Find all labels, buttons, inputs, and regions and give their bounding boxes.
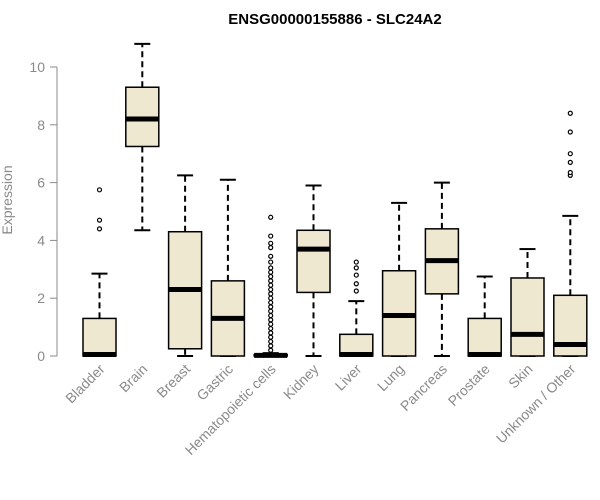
x-tick-label: Liver <box>332 361 365 394</box>
outlier-point <box>268 245 274 251</box>
box-group-brain <box>125 42 160 232</box>
y-axis: 0 2 4 6 8 10 <box>29 59 58 364</box>
box-group-pancreas <box>424 181 460 357</box>
x-tick-label: Breast <box>153 361 193 401</box>
outlier-point <box>268 278 274 284</box>
x-tick-label: Kidney <box>280 361 322 403</box>
chart-title: ENSG00000155886 - SLC24A2 <box>228 11 441 28</box>
y-tick-label: 8 <box>37 117 45 133</box>
outlier-point <box>268 240 274 246</box>
outlier-point <box>353 288 359 294</box>
outlier-point <box>567 159 573 165</box>
box <box>296 229 331 294</box>
box-group-hematopoietic-cells <box>253 214 288 358</box>
outlier-point <box>268 304 274 310</box>
box <box>467 317 502 357</box>
y-axis-title: Expression <box>0 165 15 234</box>
outlier-point <box>353 272 359 278</box>
outlier-point <box>353 281 359 287</box>
box-group-liver <box>339 259 374 358</box>
outlier-point <box>268 265 274 271</box>
outlier-point <box>268 308 274 314</box>
box-group-breast <box>167 174 203 357</box>
box-group-skin <box>510 248 545 357</box>
outlier-point <box>268 259 274 265</box>
y-tick-label: 4 <box>37 232 45 248</box>
outlier-point <box>567 110 573 116</box>
x-tick-label: Unknown / Other <box>493 361 579 447</box>
outlier-point <box>567 169 573 176</box>
outlier-point <box>268 214 274 220</box>
outlier-point <box>268 295 274 301</box>
x-tick-label: Brain <box>116 361 150 395</box>
outlier-point <box>268 330 274 336</box>
x-tick-label: Pancreas <box>397 361 450 414</box>
outlier-point <box>268 286 274 293</box>
box-group-lung <box>381 201 417 357</box>
y-tick-label: 10 <box>29 59 45 75</box>
outlier-point <box>268 253 274 259</box>
outlier-point <box>268 282 274 288</box>
outlier-point <box>268 299 274 306</box>
outlier-point <box>353 259 359 265</box>
y-tick-label: 0 <box>37 348 45 364</box>
box-group-unknown-other <box>553 110 588 357</box>
outlier-point <box>268 317 274 323</box>
outlier-point <box>268 343 274 349</box>
outlier-point <box>96 226 103 232</box>
box <box>82 317 117 357</box>
outlier-point <box>268 233 274 239</box>
outlier-point <box>567 129 573 135</box>
outlier-point <box>268 325 274 332</box>
y-tick-label: 2 <box>37 290 45 306</box>
x-tick-label: Prostate <box>445 361 493 409</box>
box-group-bladder <box>82 187 117 358</box>
x-tick-label: Bladder <box>62 361 108 407</box>
x-tick-label: Lung <box>374 361 407 394</box>
plot-area <box>82 42 588 358</box>
outlier-point <box>268 338 274 345</box>
outlier-point <box>96 217 103 223</box>
box-group-gastric <box>210 178 246 357</box>
outlier-point <box>268 269 274 275</box>
box-group-kidney <box>296 184 331 357</box>
outlier-point <box>353 265 359 271</box>
outlier-point <box>96 187 103 193</box>
outlier-point <box>268 312 274 319</box>
outlier-point <box>268 321 274 327</box>
x-tick-label: Gastric <box>193 361 236 404</box>
outlier-point <box>268 273 274 280</box>
outlier-point <box>268 334 274 340</box>
outlier-point <box>268 347 274 353</box>
outlier-point <box>268 291 274 297</box>
y-tick-label: 6 <box>37 175 45 191</box>
x-tick-label: Skin <box>505 361 536 392</box>
outlier-point <box>567 151 573 157</box>
box-group-prostate <box>467 275 502 358</box>
box <box>510 277 545 357</box>
